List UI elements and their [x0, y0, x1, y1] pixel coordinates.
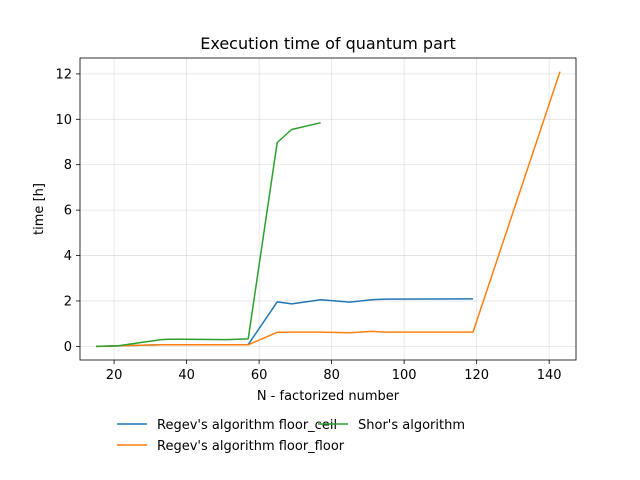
legend-label: Regev's algorithm floor_floor — [157, 439, 345, 454]
y-tick-label: 4 — [64, 249, 72, 264]
legend: Regev's algorithm floor_ceil Regev's algo… — [117, 418, 465, 454]
series-line-2 — [95, 121, 321, 348]
x-tick-label: 140 — [537, 368, 562, 383]
x-axis-label: N - factorized number — [257, 389, 400, 404]
x-axis-ticks: 20 40 60 80 100 120 140 — [106, 360, 562, 383]
y-tick-label: 6 — [64, 204, 72, 219]
plot-area-frame — [79, 57, 577, 361]
chart-title: Execution time of quantum part — [200, 34, 455, 53]
x-tick-label: 120 — [464, 368, 489, 383]
y-tick-label: 10 — [55, 113, 72, 128]
x-tick-label: 40 — [178, 368, 195, 383]
series-lines — [95, 71, 561, 348]
y-tick-label: 2 — [64, 294, 72, 309]
x-tick-label: 100 — [392, 368, 417, 383]
legend-label: Regev's algorithm floor_ceil — [157, 418, 337, 433]
series-line-1 — [95, 71, 561, 348]
x-tick-label: 20 — [106, 368, 123, 383]
grid-lines — [80, 58, 576, 360]
y-tick-label: 8 — [64, 158, 72, 173]
y-axis-label: time [h] — [32, 183, 47, 235]
y-tick-label: 12 — [55, 67, 72, 82]
x-tick-label: 60 — [251, 368, 268, 383]
x-tick-label: 80 — [323, 368, 340, 383]
y-tick-label: 0 — [64, 340, 72, 355]
legend-label: Shor's algorithm — [358, 418, 465, 433]
y-axis-ticks: 0 2 4 6 8 10 12 — [55, 67, 80, 355]
